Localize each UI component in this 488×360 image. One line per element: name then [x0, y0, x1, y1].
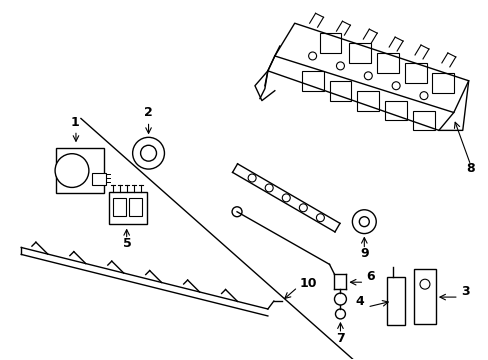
Circle shape — [336, 62, 344, 70]
Bar — [376, 53, 398, 73]
Text: 10: 10 — [299, 277, 317, 290]
Bar — [386, 277, 404, 325]
Bar — [385, 100, 406, 121]
Text: 9: 9 — [360, 247, 368, 260]
Circle shape — [419, 92, 427, 100]
Circle shape — [264, 184, 273, 192]
Text: 3: 3 — [460, 285, 468, 298]
Bar — [404, 63, 426, 83]
Circle shape — [247, 174, 256, 182]
Bar — [319, 33, 341, 53]
Circle shape — [232, 207, 242, 217]
Bar — [357, 91, 379, 111]
Bar — [329, 81, 351, 100]
Bar — [108, 192, 146, 224]
Circle shape — [334, 293, 346, 305]
Bar — [113, 198, 125, 216]
Circle shape — [359, 217, 368, 227]
Text: 1: 1 — [71, 116, 80, 129]
Circle shape — [299, 204, 306, 212]
Text: 7: 7 — [336, 332, 345, 345]
Bar — [92, 173, 105, 185]
Bar — [412, 111, 434, 130]
Circle shape — [364, 72, 371, 80]
Bar — [431, 73, 453, 93]
Text: 2: 2 — [143, 107, 152, 120]
Bar — [128, 198, 142, 216]
Circle shape — [55, 154, 89, 188]
Bar — [56, 148, 103, 193]
Circle shape — [132, 137, 164, 169]
Bar — [349, 43, 370, 63]
Circle shape — [335, 309, 345, 319]
Text: 5: 5 — [122, 238, 131, 251]
Circle shape — [352, 210, 375, 234]
Text: 4: 4 — [355, 295, 364, 308]
Circle shape — [316, 214, 324, 222]
Text: 6: 6 — [366, 270, 374, 283]
Circle shape — [282, 194, 290, 202]
Circle shape — [419, 279, 429, 289]
Circle shape — [308, 52, 316, 60]
Bar — [301, 71, 323, 91]
Circle shape — [141, 145, 156, 161]
Text: 8: 8 — [466, 162, 474, 175]
Circle shape — [391, 82, 399, 90]
Bar — [413, 269, 435, 324]
